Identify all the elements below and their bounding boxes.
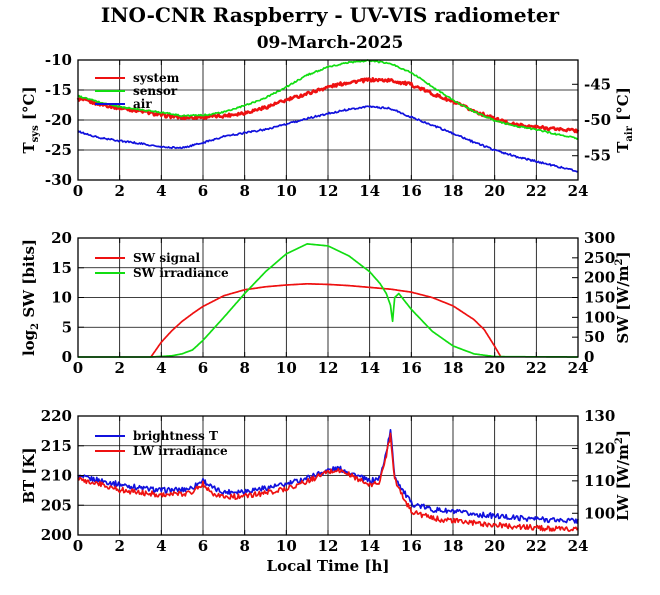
x-tick-label: 18 <box>443 537 464 555</box>
figure-title: INO-CNR Raspberry - UV-VIS radiometer <box>101 3 560 27</box>
y-right-tick-label: 110 <box>584 472 615 490</box>
series-line-sensor <box>77 59 579 140</box>
chart-panel-2: 0 2 4 6 8 10 12 14 16 18 20 22 240510152005010015020… <box>20 229 632 377</box>
y-right-tick-label: -55 <box>584 147 611 165</box>
legend-label: sensor <box>133 84 178 98</box>
x-tick-label: 22 <box>526 359 547 377</box>
y-right-tick-label: 300 <box>584 229 615 247</box>
series-line-brightness-t <box>77 428 579 524</box>
x-tick-label: 22 <box>526 182 547 200</box>
x-tick-label: 6 <box>198 359 208 377</box>
x-tick-label: 20 <box>484 537 505 555</box>
y-tick-label: -20 <box>45 111 72 129</box>
y-right-tick-label: 100 <box>584 504 615 522</box>
y-tick-label: 15 <box>51 259 72 277</box>
x-tick-label: 10 <box>276 537 297 555</box>
x-tick-label: 14 <box>359 182 380 200</box>
x-tick-label: 18 <box>443 182 464 200</box>
x-tick-label: 10 <box>276 182 297 200</box>
x-tick-label: 22 <box>526 537 547 555</box>
x-tick-label: 16 <box>401 182 422 200</box>
y-axis-label: BT [K] <box>20 447 38 503</box>
series-line-lw-irradiance <box>77 432 579 532</box>
y-right-axis-label: Tair [°C] <box>614 87 635 153</box>
x-tick-label: 16 <box>401 537 422 555</box>
x-tick-label: 20 <box>484 182 505 200</box>
y-right-tick-label: -45 <box>584 75 611 93</box>
y-tick-label: -10 <box>45 51 72 69</box>
x-tick-label: 2 <box>114 182 124 200</box>
y-axis-label: Tsys [°C] <box>20 86 41 153</box>
x-tick-label: 2 <box>114 359 124 377</box>
y-tick-label: 210 <box>41 467 72 485</box>
y-tick-label: 205 <box>41 496 72 514</box>
x-tick-label: 8 <box>239 537 249 555</box>
y-right-tick-label: 100 <box>584 308 615 326</box>
x-tick-label: 0 <box>73 182 83 200</box>
legend-label: air <box>133 97 152 111</box>
x-tick-label: 24 <box>568 359 589 377</box>
y-tick-label: -15 <box>45 81 72 99</box>
x-tick-label: 16 <box>401 359 422 377</box>
chart-panel-1: 0 2 4 6 8 10 12 14 16 18 20 22 24-30-25-20-15-10-55-… <box>20 51 635 200</box>
x-tick-label: 4 <box>156 537 166 555</box>
y-right-tick-label: 50 <box>584 328 605 346</box>
y-tick-label: 10 <box>51 289 72 307</box>
y-tick-label: 200 <box>41 526 72 544</box>
series-line-air <box>77 105 579 173</box>
y-right-tick-label: -50 <box>584 111 611 129</box>
legend-label: SW irradiance <box>133 266 229 280</box>
x-tick-label: 14 <box>359 537 380 555</box>
y-right-tick-label: 200 <box>584 269 615 287</box>
legend-label: brightness T <box>133 429 218 443</box>
series-line-system <box>76 77 580 134</box>
y-tick-label: 5 <box>62 318 72 336</box>
series-line-sw-signal <box>150 282 502 358</box>
x-tick-label: 6 <box>198 182 208 200</box>
x-tick-label: 10 <box>276 359 297 377</box>
x-tick-label: 8 <box>239 359 249 377</box>
legend-label: LW irradiance <box>133 444 228 458</box>
y-tick-label: 0 <box>62 348 72 366</box>
y-tick-label: 215 <box>41 437 72 455</box>
x-tick-label: 8 <box>239 182 249 200</box>
y-right-tick-label: 120 <box>584 439 615 457</box>
x-tick-label: 0 <box>73 537 83 555</box>
y-right-axis-label: SW [W/m2] <box>614 251 632 343</box>
x-tick-label: 0 <box>73 359 83 377</box>
y-right-tick-label: 0 <box>584 348 594 366</box>
y-tick-label: -25 <box>45 141 72 159</box>
y-tick-label: 20 <box>51 229 72 247</box>
x-tick-label: 20 <box>484 359 505 377</box>
legend-label: SW signal <box>133 251 201 265</box>
x-tick-label: 4 <box>156 359 166 377</box>
y-right-axis-label: LW [W/m2] <box>614 430 632 521</box>
x-tick-label: 12 <box>318 359 339 377</box>
x-tick-label: 6 <box>198 537 208 555</box>
x-tick-label: 24 <box>568 182 589 200</box>
x-tick-label: 4 <box>156 182 166 200</box>
y-right-tick-label: 250 <box>584 249 615 267</box>
chart-panel-3: 0 2 4 6 8 10 12 14 16 18 20 22 242002052102152201001… <box>20 407 632 575</box>
x-axis-label: Local Time [h] <box>267 557 390 575</box>
y-right-tick-label: 130 <box>584 407 615 425</box>
x-tick-label: 18 <box>443 359 464 377</box>
x-tick-label: 12 <box>318 182 339 200</box>
legend-label: system <box>133 71 180 85</box>
x-tick-label: 24 <box>568 537 589 555</box>
x-tick-label: 2 <box>114 537 124 555</box>
y-right-tick-label: 150 <box>584 289 615 307</box>
x-tick-label: 14 <box>359 359 380 377</box>
y-axis-label: log2 SW [bits] <box>20 239 41 356</box>
figure-subtitle: 09-March-2025 <box>257 33 404 53</box>
y-tick-label: 220 <box>41 407 72 425</box>
panels: 0 2 4 6 8 10 12 14 16 18 20 22 24-30-25-20-15-10-55-… <box>20 51 635 575</box>
x-tick-label: 12 <box>318 537 339 555</box>
y-tick-label: -30 <box>45 171 72 189</box>
